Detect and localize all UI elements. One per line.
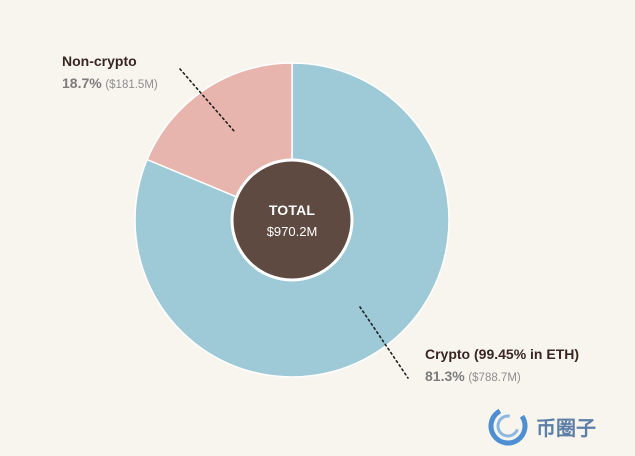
crypto-label-value: 81.3% ($788.7M) — [425, 368, 579, 385]
crypto-label-title: Crypto (99.45% in ETH) — [425, 346, 580, 362]
noncrypto-label: Non-crypto 18.7% ($181.5M) — [62, 53, 158, 92]
watermark: 币圈子 — [486, 404, 631, 448]
noncrypto-leader-line — [179, 68, 235, 132]
noncrypto-label-value: 18.7% ($181.5M) — [62, 75, 158, 92]
crypto-amount: ($788.7M) — [468, 372, 521, 385]
crypto-label: Crypto (99.45% in ETH) 81.3% ($788.7M) — [425, 346, 579, 385]
noncrypto-label-title: Non-crypto — [62, 53, 137, 69]
logo-icon — [488, 406, 528, 446]
crypto-leader-line — [359, 306, 409, 379]
donut-hole — [230, 158, 354, 282]
noncrypto-percent: 18.7% — [62, 75, 102, 92]
watermark-text: 币圈子 — [536, 417, 596, 440]
noncrypto-amount: ($181.5M) — [105, 79, 158, 92]
crypto-percent: 81.3% — [425, 368, 465, 385]
pie-slice-crypto — [134, 62, 450, 378]
